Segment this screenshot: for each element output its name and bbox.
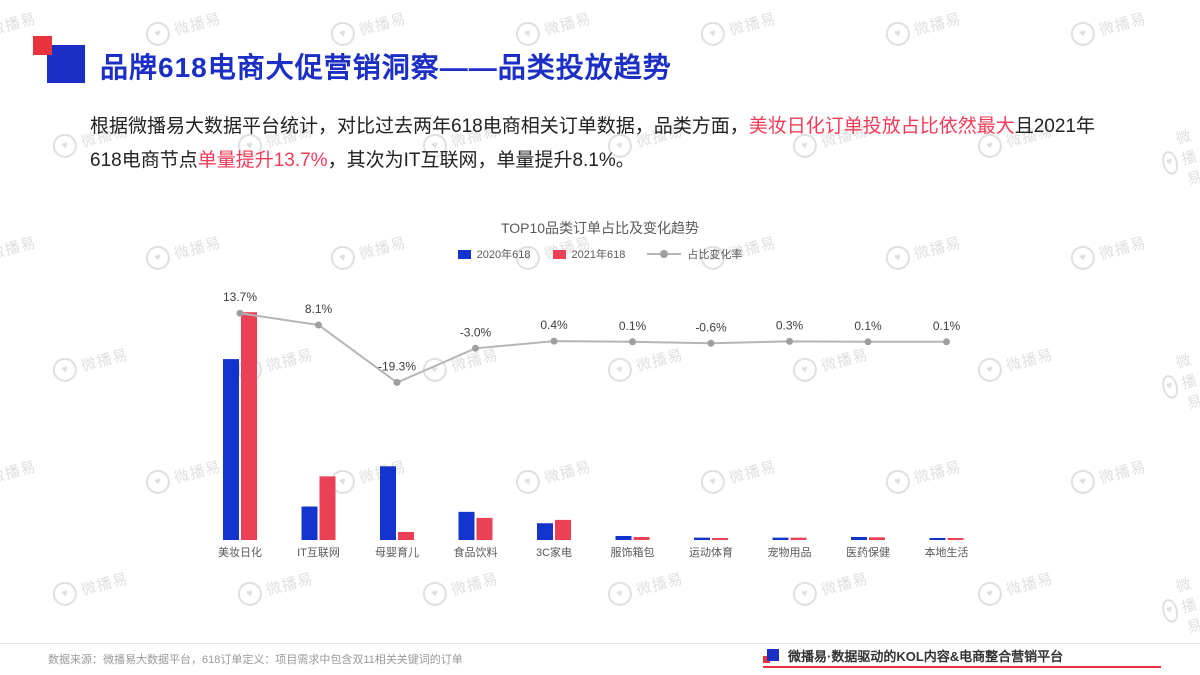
change-rate-label: -3.0% — [460, 325, 492, 339]
category-label: 本地生活 — [925, 545, 969, 559]
footer-red-underline — [763, 666, 1161, 668]
legend-swatch-red — [552, 249, 566, 259]
category-label: IT互联网 — [297, 546, 340, 559]
top10-chart-svg: 美妆日化 IT互联网 母婴育儿 食品饮料 3C家电 服饰箱包 运动体育 宠物用品 医药保健 本地生… — [218, 290, 969, 559]
category-label: 3C家电 — [536, 545, 572, 559]
chart-title: TOP10品类订单占比及变化趋势 — [500, 220, 700, 236]
category-label: 运动体育 — [689, 545, 733, 559]
category-label: 母婴育儿 — [375, 545, 419, 559]
category-label: 宠物用品 — [768, 545, 812, 559]
change-rate-point — [864, 338, 872, 346]
legend-line-icon — [647, 250, 682, 258]
bar-2021 — [241, 312, 257, 540]
change-rate-label: 0.1% — [854, 319, 882, 333]
change-rate-point — [472, 344, 479, 352]
footer-brand-text: 微播易·数据驱动的KOL内容&电商整合营销平台 — [788, 649, 1064, 664]
change-rate-label: -0.6% — [695, 320, 727, 334]
category-label: 美妆日化 — [218, 545, 262, 559]
footer-source-note: 数据来源：微播易大数据平台，618订单定义：项目需求中包含双11相关关键词的订单 — [48, 654, 463, 666]
footer-logo-squares — [763, 648, 779, 663]
change-rate-label: 0.3% — [776, 318, 804, 332]
paragraph-segment: ，其次为IT互联网，单量提升8.1%。 — [327, 150, 635, 171]
paragraph-highlight: 单量提升13.7% — [197, 150, 328, 171]
category-label: 食品饮料 — [454, 545, 498, 559]
page-title: 品牌618电商大促营销洞察——品类投放趋势 — [100, 52, 672, 83]
insight-paragraph: 根据微播易大数据平台统计，对比过去两年618电商相关订单数据，品类方面，美妆日化… — [90, 110, 1120, 178]
bar-2020 — [301, 506, 318, 540]
bar-2020 — [615, 535, 632, 540]
bar-2021 — [790, 537, 807, 540]
bar-2020 — [380, 466, 396, 540]
change-rate-label: 0.1% — [619, 319, 647, 333]
bar-2020 — [537, 523, 553, 540]
bar-2020 — [772, 537, 789, 540]
change-rate-point — [707, 339, 715, 347]
footer-red-square — [763, 655, 770, 663]
change-rate-line — [239, 312, 947, 384]
legend-label: 2021年618 — [571, 249, 626, 261]
change-rate-label: 13.7% — [223, 290, 257, 304]
change-rate-label: 0.1% — [933, 319, 961, 333]
bar-2020 — [851, 536, 867, 540]
bar-2020 — [929, 537, 946, 540]
legend-label: 2020年618 — [476, 249, 531, 261]
legend-label: 占比变化率 — [687, 249, 743, 261]
change-rate-label: -19.3% — [378, 360, 416, 374]
chart-legend: 2020年618 2021年618 占比变化率 — [150, 246, 1050, 262]
bar-2020 — [458, 511, 475, 540]
bar-2021 — [869, 537, 885, 540]
category-label: 服饰箱包 — [611, 545, 655, 559]
change-rate-label: 8.1% — [305, 302, 333, 316]
change-rate-point — [315, 321, 322, 329]
change-rate-label: 0.4% — [540, 318, 568, 332]
bar-2021 — [712, 537, 728, 540]
bar-2021 — [398, 531, 414, 540]
bar-2020 — [694, 537, 710, 540]
footer-brand: 微播易·数据驱动的KOL内容&电商整合营销平台 — [763, 646, 1064, 665]
bar-2021 — [947, 537, 964, 540]
change-rate-point — [236, 309, 244, 317]
title-deco-red-square — [33, 36, 52, 55]
footer-blue-square — [767, 648, 779, 661]
category-label: 医药保健 — [846, 545, 890, 559]
title-deco-blue-square — [47, 45, 85, 83]
paragraph-highlight: 美妆日化订单投放占比依然最大 — [748, 116, 1015, 137]
footer-divider — [0, 643, 1200, 644]
change-rate-point — [393, 379, 401, 387]
legend-swatch-blue — [457, 249, 471, 259]
change-rate-point — [786, 337, 793, 345]
bar-2021 — [555, 519, 571, 540]
legend-item-2020: 2020年618 — [457, 246, 531, 262]
legend-item-change-rate: 占比变化率 — [647, 246, 742, 262]
paragraph-segment: 且2021年618电商节点 — [90, 116, 1095, 171]
change-rate-point — [943, 338, 950, 346]
bar-2021 — [319, 476, 336, 540]
bar-2020 — [223, 359, 239, 540]
change-rate-point — [550, 337, 558, 345]
legend-item-2021: 2021年618 — [552, 246, 626, 262]
change-rate-point — [629, 338, 636, 346]
bar-2021 — [476, 517, 493, 540]
bar-2021 — [633, 536, 650, 540]
paragraph-segment: 根据微播易大数据平台统计，对比过去两年618电商相关订单数据，品类方面， — [90, 116, 749, 137]
